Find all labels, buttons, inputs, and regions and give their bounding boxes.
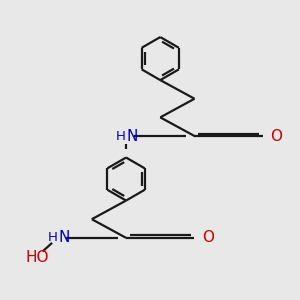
Text: O: O — [270, 128, 282, 143]
Text: H: H — [116, 130, 126, 142]
Text: N: N — [127, 128, 138, 143]
Text: HO: HO — [25, 250, 49, 266]
Text: O: O — [202, 230, 214, 245]
Text: N: N — [58, 230, 70, 245]
Text: H: H — [47, 231, 57, 244]
